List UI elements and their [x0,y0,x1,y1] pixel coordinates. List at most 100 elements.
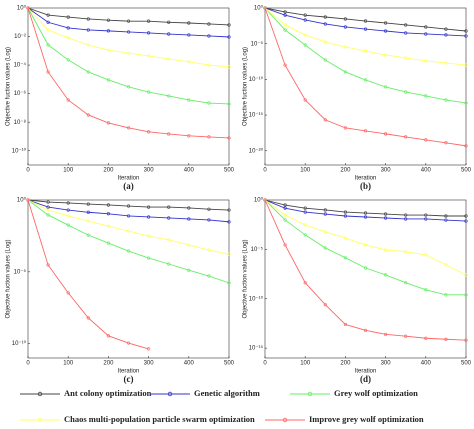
series-marker [404,250,408,254]
series-marker [404,23,408,27]
series-marker [384,248,388,252]
series-marker [444,263,448,267]
series-marker [167,20,171,24]
series-line [27,7,230,139]
legend-label: Genetic algorithm [194,388,260,398]
series-line [27,7,230,105]
series-marker [384,132,388,136]
series-marker [444,61,448,65]
series-marker [207,207,211,211]
series-marker [404,213,408,217]
legend-marker [282,417,288,423]
plot-frame [264,7,467,166]
series-marker [464,293,468,297]
series-marker [464,63,468,67]
y-axis-label: Objective fuction values (Log) [243,47,249,126]
series-marker [444,218,448,222]
series-marker [147,54,151,58]
series-line [264,7,467,104]
series-marker [187,21,191,25]
series-marker [66,26,70,30]
series-marker [46,208,50,212]
series-marker [283,63,287,67]
series-marker [323,212,327,216]
series-marker [464,101,468,105]
series-marker [66,201,70,205]
series-marker [126,19,131,23]
series-marker [384,53,388,57]
series-marker [303,206,307,210]
x-tick-label: 400 [184,361,195,367]
series-marker [187,206,191,210]
series-marker [444,27,448,31]
series-marker [283,213,287,217]
series-marker [187,33,191,37]
y-tick-label: 10⁻⁵ [251,40,264,47]
series-marker [424,25,428,29]
series-marker [106,29,110,33]
series-marker [46,70,50,74]
series-line [264,7,467,37]
series-marker [384,85,388,89]
series-marker [86,43,90,47]
series-marker [363,27,368,31]
series-marker [66,36,70,40]
series-marker [147,215,151,219]
x-tick-label: 200 [340,168,351,174]
series-marker [464,273,468,277]
series-marker [126,214,131,218]
series-marker [464,219,468,223]
series-marker [227,35,231,39]
series-marker [384,21,388,25]
series-marker [404,334,408,338]
series-marker [106,224,110,228]
series-marker [404,90,408,94]
series-marker [66,223,70,227]
x-tick-label: 500 [461,168,472,174]
series-marker [126,341,131,345]
series-marker [424,336,428,340]
legend-label: Grey wolf optimization [334,388,418,398]
x-tick-label: 100 [63,168,74,174]
series-line [27,199,230,211]
series-marker [444,33,448,37]
series-marker [283,206,287,210]
series-marker [444,98,448,102]
series-marker [283,10,287,14]
series-marker [343,17,348,21]
series-marker [227,102,231,106]
x-tick-label: 100 [63,361,74,367]
series-marker [303,233,307,237]
series-marker [46,263,50,267]
series-marker [187,98,191,102]
series-marker [303,223,307,227]
series-marker [46,205,50,209]
x-axis-label: Iteration [355,176,377,182]
legend-marker [307,391,313,397]
series-marker [343,214,348,218]
series-marker [303,281,307,285]
series-marker [424,59,428,63]
series-marker [126,85,131,89]
legend-marker [167,391,173,397]
series-marker [343,322,348,327]
y-tick-label: 10⁻⁵ [14,268,27,275]
series-marker [343,45,348,49]
x-tick-label: 300 [144,361,155,367]
series-marker [147,234,151,238]
series-marker [106,212,110,216]
x-tick-label: 0 [26,168,30,174]
y-tick-label: 10⁻²⁰ [249,147,264,154]
series-marker [167,57,171,61]
x-axis-label: Iteration [118,369,140,375]
series-marker [283,23,287,27]
series-marker [323,246,327,250]
series-marker [106,48,110,52]
series-marker [323,208,327,212]
series-marker [464,144,468,148]
series-marker [424,288,428,292]
series-line [264,7,467,66]
series-marker [263,198,267,202]
x-tick-label: 0 [263,361,267,367]
series-marker [384,216,388,220]
